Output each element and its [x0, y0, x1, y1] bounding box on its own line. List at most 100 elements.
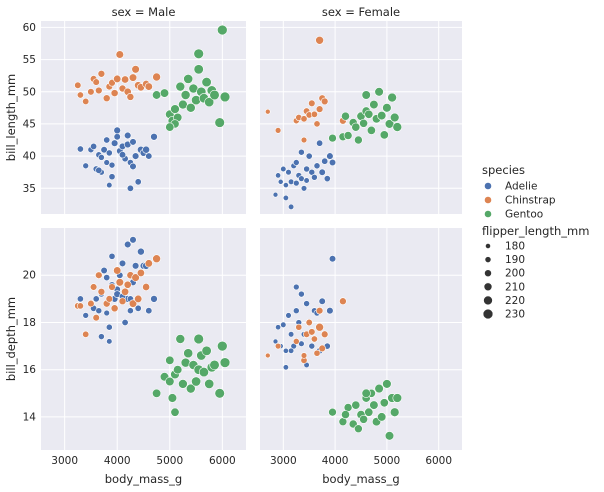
- data-point-gentoo: [152, 90, 162, 100]
- data-point-gentoo: [341, 111, 350, 121]
- data-point-adelie: [328, 158, 337, 167]
- x-tick-label: 6000: [425, 455, 452, 467]
- data-point-gentoo: [374, 383, 384, 394]
- data-point-adelie: [305, 152, 313, 160]
- data-point-gentoo: [193, 48, 204, 60]
- data-point-adelie: [313, 162, 321, 170]
- data-point-gentoo: [389, 407, 400, 417]
- data-point-adelie: [129, 138, 137, 146]
- data-point-gentoo: [214, 388, 225, 399]
- data-point-adelie: [131, 262, 140, 270]
- x-tick-label: 3000: [270, 455, 297, 467]
- data-point-gentoo: [204, 97, 215, 108]
- data-point-adelie: [105, 323, 113, 331]
- legend-size-label-200: 200: [505, 268, 525, 280]
- data-point-gentoo: [351, 122, 361, 132]
- data-point-adelie: [100, 146, 108, 154]
- data-point-gentoo: [198, 367, 209, 378]
- legend-marker-adelie: [484, 182, 492, 190]
- data-point-chinstrap: [300, 136, 308, 144]
- data-point-adelie: [308, 342, 316, 350]
- data-point-chinstrap: [308, 328, 316, 336]
- data-point-adelie: [300, 185, 308, 192]
- data-point-chinstrap: [305, 318, 313, 327]
- data-point-chinstrap: [105, 295, 113, 303]
- y-axis-label-bill-depth: bill_depth_mm: [4, 297, 18, 381]
- data-point-adelie: [316, 139, 324, 147]
- data-point-chinstrap: [300, 115, 308, 123]
- data-point-chinstrap: [265, 352, 271, 359]
- data-point-chinstrap: [310, 335, 318, 343]
- data-point-adelie: [142, 145, 150, 154]
- data-point-adelie: [106, 181, 113, 189]
- data-point-adelie: [126, 184, 134, 192]
- data-point-adelie: [326, 307, 334, 315]
- data-point-chinstrap: [87, 299, 95, 308]
- data-point-chinstrap: [295, 323, 303, 331]
- data-point-gentoo: [379, 130, 389, 140]
- legend-size-marker-210: [483, 282, 493, 292]
- data-point-adelie: [275, 324, 282, 331]
- data-point-chinstrap: [92, 78, 100, 86]
- data-point-adelie: [103, 136, 111, 144]
- data-point-adelie: [124, 240, 132, 249]
- legend-label-gentoo: Gentoo: [505, 209, 543, 221]
- data-point-chinstrap: [134, 294, 143, 303]
- data-point-gentoo: [193, 64, 204, 75]
- legend-marker-gentoo: [484, 210, 492, 218]
- data-point-chinstrap: [76, 91, 84, 99]
- data-point-gentoo: [377, 412, 387, 422]
- data-point-gentoo: [382, 379, 392, 389]
- data-point-gentoo: [180, 90, 191, 100]
- data-point-gentoo: [354, 135, 363, 145]
- data-point-chinstrap: [292, 338, 300, 345]
- data-point-adelie: [100, 266, 108, 275]
- data-point-chinstrap: [87, 88, 95, 96]
- y-tick-label: 16: [23, 364, 37, 376]
- data-point-gentoo: [379, 398, 389, 408]
- data-point-chinstrap: [142, 283, 151, 291]
- data-point-chinstrap: [300, 352, 308, 359]
- data-point-adelie: [108, 252, 116, 260]
- data-point-gentoo: [214, 117, 225, 128]
- data-point-adelie: [323, 175, 331, 183]
- data-point-adelie: [298, 148, 305, 156]
- data-point-adelie: [150, 133, 158, 141]
- data-point-adelie: [108, 173, 116, 181]
- data-point-adelie: [303, 300, 310, 307]
- data-point-chinstrap: [95, 86, 103, 95]
- data-point-gentoo: [341, 410, 350, 419]
- data-point-chinstrap: [308, 99, 316, 107]
- x-axis-label-right: body_mass_g: [322, 472, 399, 486]
- legend-label-chinstrap: Chinstrap: [505, 195, 556, 207]
- data-point-gentoo: [359, 118, 368, 128]
- data-point-gentoo: [364, 109, 374, 119]
- data-point-adelie: [318, 168, 326, 176]
- data-point-gentoo: [364, 407, 374, 417]
- data-point-gentoo: [167, 393, 178, 403]
- data-point-adelie: [145, 152, 153, 160]
- data-point-gentoo: [382, 103, 392, 113]
- data-point-gentoo: [183, 73, 194, 84]
- y-tick-label: 45: [23, 118, 36, 130]
- data-point-adelie: [82, 312, 89, 319]
- data-point-adelie: [131, 152, 140, 160]
- data-point-adelie: [326, 152, 334, 160]
- data-point-gentoo: [173, 365, 183, 375]
- data-point-chinstrap: [339, 297, 347, 305]
- data-point-adelie: [121, 318, 129, 326]
- data-point-gentoo: [185, 102, 196, 113]
- data-point-adelie: [318, 297, 326, 305]
- data-point-adelie: [129, 236, 137, 244]
- data-point-gentoo: [152, 388, 162, 398]
- panel-title-female: sex = Female: [322, 5, 400, 19]
- x-tick-label: 6000: [209, 455, 236, 467]
- x-tick-label: 4000: [322, 455, 349, 467]
- data-point-adelie: [298, 290, 305, 298]
- data-point-chinstrap: [318, 344, 326, 353]
- data-point-adelie: [287, 178, 295, 185]
- data-point-adelie: [280, 321, 287, 328]
- x-tick-label: 5000: [156, 455, 183, 467]
- data-point-chinstrap: [313, 349, 321, 357]
- data-point-adelie: [145, 307, 153, 315]
